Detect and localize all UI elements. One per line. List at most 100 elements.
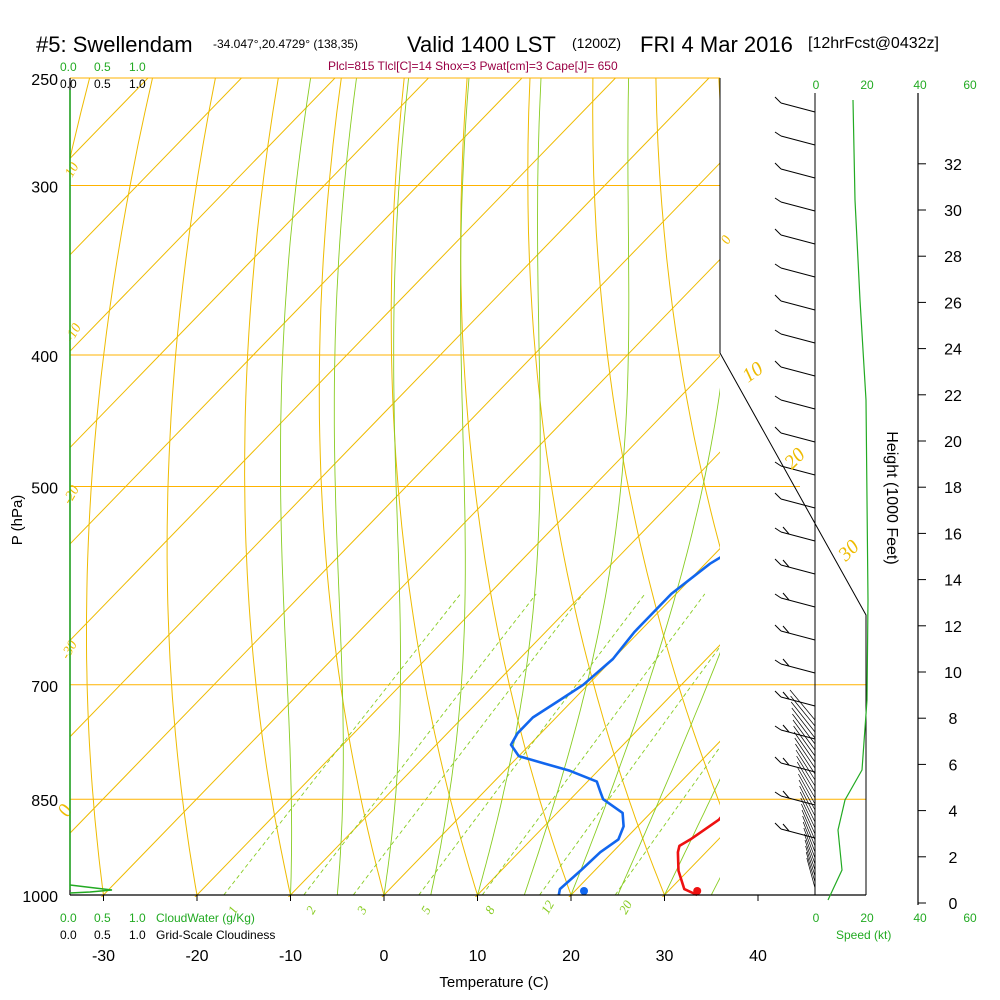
wind-barb [774,96,816,113]
height-tick-label: 20 [944,434,962,451]
wind-barb-low [794,737,816,769]
cloudiness-scale-0: 0.0 [60,77,77,91]
pressure-tick-label: 300 [31,179,58,196]
wind-barb-flag [774,329,782,335]
x-tick-label: -30 [92,948,115,965]
wind-barb-staff [780,795,816,806]
wind-barb-staff [780,729,816,740]
surface-temperature-marker [693,887,702,895]
height-tick-label: 0 [949,896,958,913]
wind-barb-flag [774,791,782,797]
wind-barb-flag [774,197,782,203]
wind-barb [774,197,816,212]
wind-barb-flag [782,592,790,601]
wind-barb-low [795,743,816,775]
moist-adiabat [664,778,720,896]
pressure-tick-label: 700 [31,679,58,696]
height-tick-label: 32 [944,157,962,174]
wind-barb [774,790,816,806]
right-frame-line [719,78,867,895]
wind-barb-flag [774,131,782,137]
x-axis-title: Temperature (C) [439,974,548,991]
wind-barb-flag [782,526,790,535]
wind-barb-staff [780,267,816,278]
mixing-ratio-label: 3 [353,903,370,917]
wind-barb-staff [780,498,816,509]
pressure-tick-label: 400 [31,349,58,366]
wind-barb-flag [774,725,782,731]
wind-barb-flag [774,756,782,764]
wind-barb-flag [774,294,782,302]
isotherm [70,78,430,449]
height-tick-label: 26 [944,295,962,312]
thermo-grid [70,29,1000,924]
wind-barb-low [792,719,816,751]
wind-barb-staff [780,762,816,773]
isotherm [568,740,720,897]
wind-barb-flag [774,593,782,599]
cloud-water-label: CloudWater (g/Kg) [156,911,255,925]
wind-barb [774,360,816,377]
wind-barb [774,131,816,146]
height-tick-label: 14 [944,573,962,590]
wind-barb-staff [780,828,816,839]
temperature-line [676,816,720,897]
wind-barb-flag [774,558,782,566]
isotherm [287,451,720,897]
wind-barb-low [802,821,816,853]
speed-scale-bottom-0: 0 [813,911,820,925]
wind-barb-flag [782,823,790,832]
mixing-ratio-label: 8 [482,903,498,917]
x-tick-label: -20 [185,948,208,965]
wind-barb-flag [774,263,782,269]
wind-barb [774,492,816,509]
sounding-params: Plcl=815 Tlcl[C]=14 Shox=3 Pwat[cm]=3 Ca… [328,59,618,73]
valid-time: Valid 1400 LST [407,32,556,57]
wind-barb-staff [780,465,816,476]
wind-barb-low [805,851,816,883]
wind-barb-staff [780,531,816,542]
mixing-ratio-label: 12 [538,897,558,916]
station-title: #5: Swellendam [36,32,193,57]
speed-scale-bottom-1: 20 [860,911,874,925]
dewpoint-line [509,556,720,896]
cloudiness-trace [69,884,113,894]
wind-barb-staff [780,597,816,608]
axes: 1 2 3 5 8 12 20100-10-20-300102030250300400500… [22,72,962,965]
cloudiness-scale-bottom-0: 0.0 [60,928,77,942]
wind-barbs [774,96,869,901]
isotherm [70,78,243,256]
height-tick-label: 24 [944,342,962,359]
dry-adiabat-label: 0 [718,233,734,247]
zulu-time: (1200Z) [572,35,621,51]
wind-barb [774,624,816,641]
height-tick-label: 18 [944,480,962,497]
wind-barb-low [796,755,816,787]
wind-barb-flag [774,228,782,236]
isotherm [381,547,720,897]
wind-barb-flag [782,625,790,634]
wind-barb-staff [780,696,816,707]
mixing-ratio-line [614,746,720,896]
wind-barb-low [790,695,816,727]
height-tick-label: 30 [944,203,962,220]
wind-barb-flag [774,527,782,533]
isotherm [824,29,1000,924]
moist-adiabat [430,78,470,896]
isotherm [194,355,720,897]
moist-adiabat [477,78,542,896]
wind-barb-flag [782,790,790,799]
wind-barb-staff [780,333,816,344]
isobars [70,77,866,896]
isotherm [70,162,720,834]
wind-barb-low [795,749,816,781]
wind-barb-low [804,833,816,865]
x-tick-label: 40 [749,948,767,965]
dry-adiabat [166,78,216,896]
wind-barb-flag [782,559,790,568]
wind-barb-low [806,857,816,889]
wind-barb-flag [774,395,782,401]
isotherm [70,78,710,738]
cloudiness-label: Grid-Scale Cloudiness [156,928,275,942]
